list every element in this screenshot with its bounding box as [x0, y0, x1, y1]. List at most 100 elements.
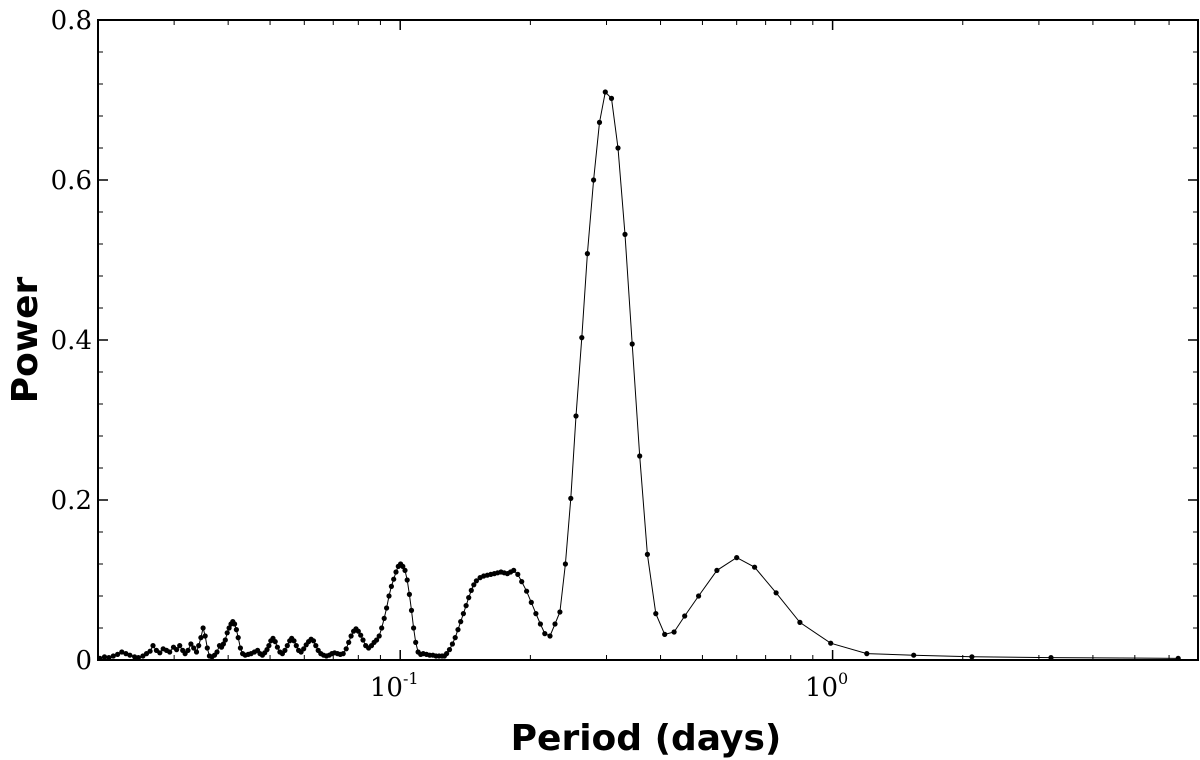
data-point	[355, 628, 361, 634]
data-point	[157, 650, 163, 656]
data-point	[1048, 655, 1054, 661]
data-point	[313, 643, 319, 649]
data-point	[537, 621, 544, 627]
data-point	[226, 625, 232, 631]
data-point	[671, 629, 677, 635]
data-point	[235, 635, 241, 641]
data-point	[374, 637, 380, 643]
data-point	[147, 648, 153, 654]
data-point	[1175, 655, 1181, 662]
data-point	[224, 630, 230, 636]
data-point	[797, 619, 803, 626]
data-point	[515, 571, 521, 578]
y-tick-label: 0.8	[51, 6, 92, 36]
data-point	[343, 646, 349, 652]
y-tick-label: 0.2	[51, 486, 92, 516]
data-point	[222, 637, 228, 643]
data-point	[220, 641, 226, 647]
data-point	[602, 89, 608, 95]
data-point	[340, 651, 346, 657]
data-point	[185, 647, 191, 654]
data-point	[400, 563, 406, 570]
data-point	[358, 632, 364, 638]
data-point	[468, 587, 474, 594]
data-point	[266, 643, 272, 649]
data-point	[388, 583, 394, 590]
data-point	[596, 119, 603, 125]
data-point	[348, 633, 354, 639]
x-tick-label: 10-1	[370, 669, 419, 703]
data-point	[466, 595, 472, 601]
data-point	[188, 641, 194, 647]
data-point	[547, 633, 553, 639]
data-point	[198, 635, 204, 641]
data-point	[528, 599, 534, 606]
data-point	[455, 627, 461, 633]
data-point	[177, 643, 183, 649]
data-point	[379, 625, 385, 631]
data-point	[167, 649, 173, 655]
data-point	[734, 555, 740, 561]
data-point	[191, 645, 197, 651]
data-point	[106, 655, 112, 661]
data-point	[584, 251, 591, 257]
data-point	[115, 651, 121, 658]
data-point	[911, 652, 917, 658]
data-point	[444, 651, 450, 657]
data-point	[615, 145, 621, 151]
data-point	[552, 621, 558, 627]
data-point	[402, 567, 408, 574]
data-point	[232, 621, 238, 627]
data-point	[411, 625, 417, 631]
data-point	[662, 631, 668, 638]
data-point	[202, 633, 208, 639]
data-point	[452, 635, 458, 641]
data-point	[682, 613, 688, 619]
data-point	[864, 651, 870, 657]
series-line	[99, 90, 1179, 659]
data-point	[346, 639, 352, 646]
data-point	[644, 551, 651, 558]
data-point	[381, 615, 387, 622]
data-point	[174, 647, 180, 653]
data-point	[150, 643, 156, 649]
data-point	[752, 564, 758, 570]
data-point	[653, 611, 659, 617]
data-point	[562, 561, 569, 567]
data-point	[524, 588, 530, 594]
data-point	[449, 641, 455, 647]
data-point	[828, 640, 834, 646]
data-point	[127, 652, 133, 658]
y-tick-label: 0.4	[51, 326, 92, 356]
data-point	[557, 609, 563, 615]
data-point	[193, 649, 200, 655]
data-point	[293, 643, 299, 649]
data-point	[463, 603, 469, 609]
data-point	[608, 95, 615, 101]
data-point	[393, 569, 399, 575]
data-point	[473, 578, 479, 584]
data-point	[404, 577, 410, 583]
data-point	[237, 645, 243, 651]
data-point	[291, 638, 297, 644]
data-point	[97, 655, 103, 662]
data-point	[413, 639, 419, 646]
data-point	[622, 231, 628, 237]
x-tick-label: 100	[805, 669, 848, 703]
x-axis-title: Period (days)	[511, 718, 782, 759]
y-axis-title: Power	[5, 276, 46, 403]
data-point	[101, 654, 108, 660]
data-point	[471, 582, 477, 588]
data-point	[629, 341, 635, 347]
data-point	[573, 413, 579, 419]
data-point	[204, 645, 210, 651]
data-point	[591, 177, 597, 183]
data-point	[301, 646, 307, 652]
data-point	[446, 647, 453, 653]
data-point	[214, 649, 220, 655]
data-point	[284, 643, 290, 649]
data-point	[408, 607, 415, 614]
plot-border	[97, 19, 1199, 661]
data-point	[542, 631, 548, 637]
